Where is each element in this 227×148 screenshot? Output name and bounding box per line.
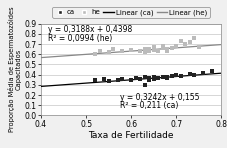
- Point: [106, 51, 110, 53]
- Legend: ca, he, Linear (ca), Linear (he): ca, he, Linear (ca), Linear (he): [52, 7, 209, 18]
- Point: [147, 79, 150, 81]
- Point: [178, 40, 182, 42]
- Point: [151, 78, 155, 80]
- Point: [106, 80, 110, 82]
- Point: [138, 78, 141, 80]
- Point: [142, 51, 146, 53]
- Point: [173, 73, 177, 76]
- Text: y = 0,3242x + 0,155: y = 0,3242x + 0,155: [119, 93, 198, 102]
- Point: [151, 46, 155, 48]
- Point: [165, 77, 168, 79]
- Point: [151, 49, 155, 51]
- Point: [120, 50, 123, 52]
- Point: [169, 47, 173, 49]
- Point: [165, 75, 168, 78]
- Point: [169, 74, 173, 77]
- Point: [165, 50, 168, 52]
- Point: [102, 78, 105, 80]
- Point: [142, 84, 146, 86]
- Point: [156, 50, 159, 52]
- Y-axis label: Proporção Média de Espermatozóides
Capacitados: Proporção Média de Espermatozóides Capac…: [8, 7, 22, 132]
- Point: [173, 45, 177, 47]
- Point: [187, 41, 191, 43]
- Point: [138, 50, 141, 52]
- Point: [200, 71, 204, 74]
- X-axis label: Taxa de Fertilidade: Taxa de Fertilidade: [88, 131, 173, 140]
- Point: [178, 74, 182, 77]
- Point: [156, 77, 159, 79]
- Point: [133, 77, 137, 79]
- Text: R² = 0,211 (ca): R² = 0,211 (ca): [119, 101, 178, 110]
- Text: R² = 0,0994 (he): R² = 0,0994 (he): [48, 34, 111, 43]
- Text: y = 0,3188x + 0,4398: y = 0,3188x + 0,4398: [48, 25, 131, 34]
- Point: [196, 46, 200, 48]
- Point: [129, 79, 132, 81]
- Point: [160, 45, 164, 47]
- Point: [147, 50, 150, 52]
- Point: [97, 50, 101, 52]
- Point: [210, 69, 213, 72]
- Point: [111, 48, 114, 50]
- Point: [183, 43, 186, 45]
- Point: [129, 49, 132, 51]
- Point: [192, 73, 195, 76]
- Point: [165, 48, 168, 50]
- Point: [187, 73, 191, 75]
- Point: [115, 79, 119, 81]
- Point: [192, 37, 195, 39]
- Point: [147, 48, 150, 50]
- Point: [142, 48, 146, 50]
- Point: [147, 77, 150, 79]
- Point: [120, 78, 123, 80]
- Point: [151, 75, 155, 78]
- Point: [93, 79, 96, 81]
- Point: [142, 75, 146, 78]
- Point: [160, 75, 164, 78]
- Point: [160, 47, 164, 49]
- Point: [93, 53, 96, 56]
